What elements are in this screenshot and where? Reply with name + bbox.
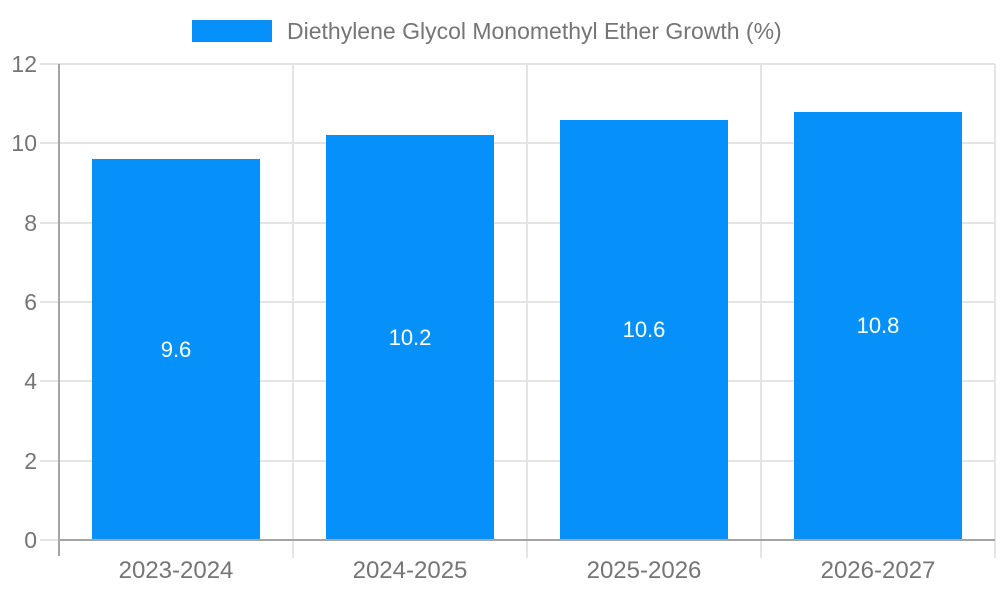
y-tick: [40, 539, 59, 541]
bar: [326, 135, 494, 540]
bar-value-label: 9.6: [160, 337, 192, 362]
bar-value-label: 10.6: [622, 317, 666, 342]
gridline-h: [40, 142, 995, 144]
bar: [560, 120, 728, 540]
bar-value-label: 10.2: [388, 325, 432, 350]
x-axis-label: 2026-2027: [820, 557, 936, 584]
gridline-v: [760, 64, 762, 558]
y-axis-label: 8: [24, 210, 37, 236]
bar-value-label: 10.8: [856, 313, 900, 338]
legend-label: Diethylene Glycol Monomethyl Ether Growt…: [287, 17, 782, 44]
y-axis-label: 12: [11, 51, 37, 77]
y-axis-label: 6: [24, 289, 37, 315]
gridline-h: [40, 222, 995, 224]
gridline-h: [40, 460, 995, 462]
y-axis-label: 2: [24, 448, 37, 474]
gridline-h: [40, 380, 995, 382]
gridline-h: [40, 63, 995, 65]
gridline-v: [994, 64, 996, 558]
gridline-h: [40, 301, 995, 303]
legend-swatch: [192, 20, 272, 42]
legend: Diethylene Glycol Monomethyl Ether Growt…: [192, 17, 782, 44]
y-axis-line: [58, 64, 60, 556]
x-axis-line: [58, 539, 995, 541]
x-axis-label: 2025-2026: [586, 557, 702, 584]
x-axis-label: 2024-2025: [352, 557, 468, 584]
gridline-v: [292, 64, 294, 558]
bar: [92, 159, 260, 540]
y-axis-label: 10: [11, 130, 37, 156]
bar: [794, 112, 962, 540]
y-axis-label: 0: [24, 527, 37, 553]
x-axis-label: 2023-2024: [118, 557, 234, 584]
y-axis-label: 4: [24, 368, 37, 394]
gridline-v: [526, 64, 528, 558]
